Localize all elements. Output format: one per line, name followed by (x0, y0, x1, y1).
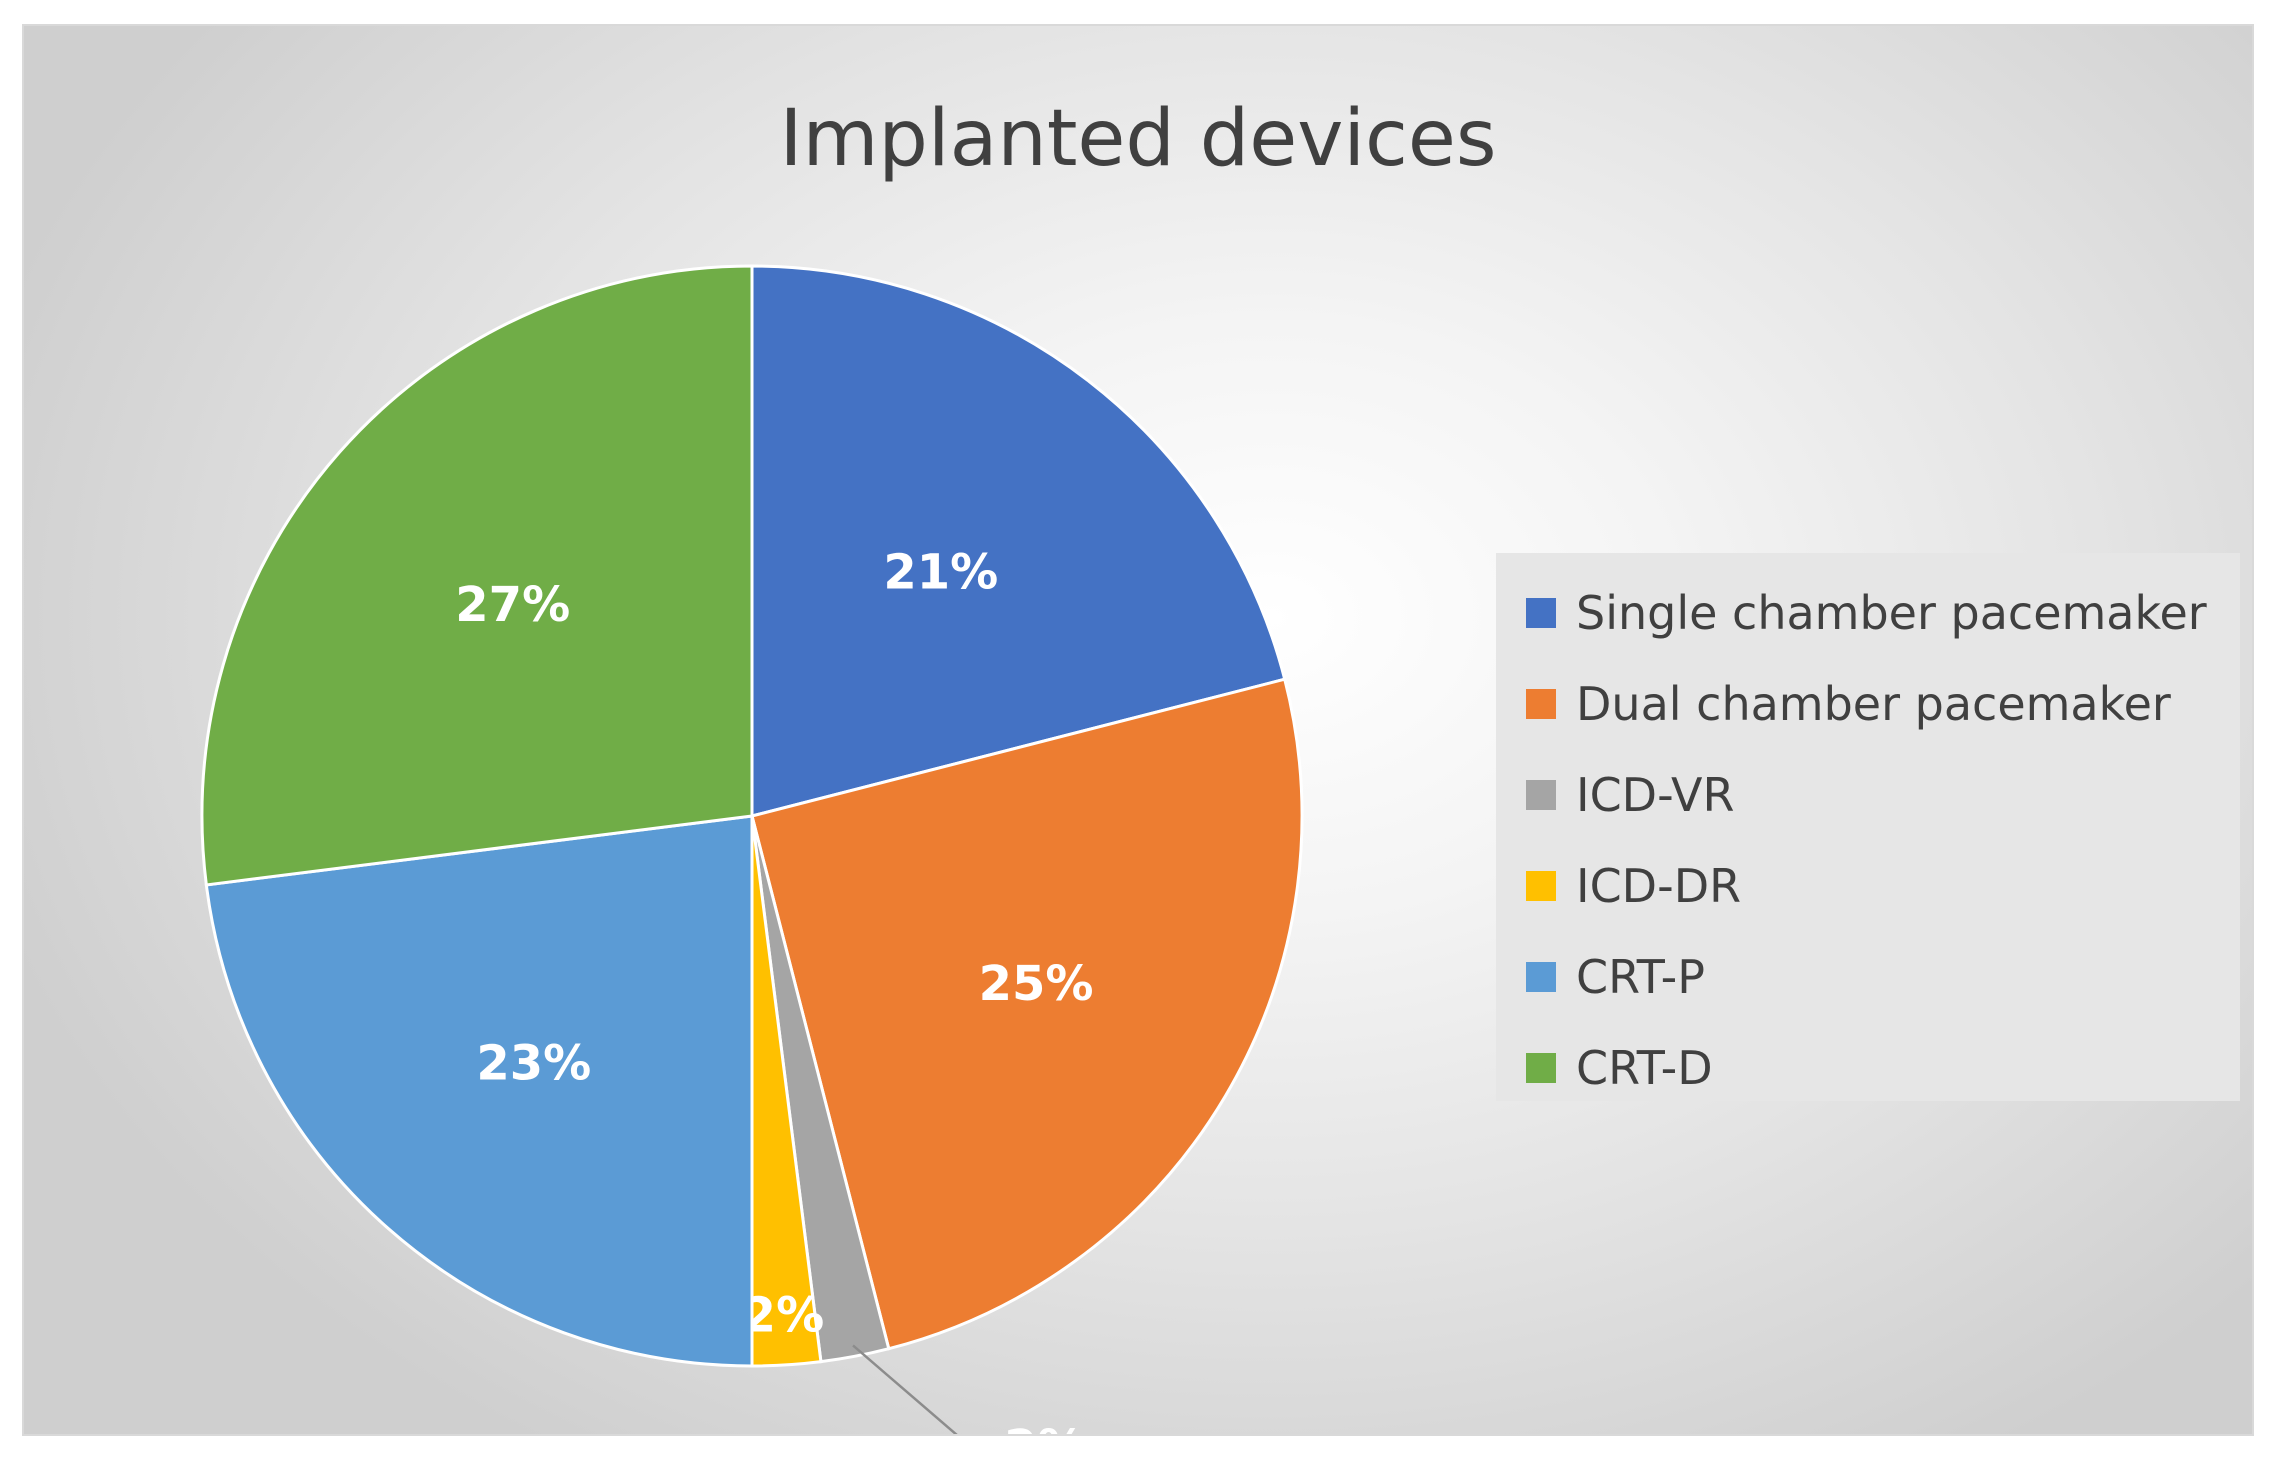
legend-item-dual-chamber-pacemaker: Dual chamber pacemaker (1526, 658, 2240, 749)
data-label-dual-chamber-pacemaker: 25% (979, 956, 1094, 1012)
legend: Single chamber pacemaker Dual chamber pac… (1496, 553, 2240, 1101)
legend-label-icd-vr: ICD-VR (1576, 767, 1735, 822)
legend-item-single-chamber-pacemaker: Single chamber pacemaker (1526, 567, 2240, 658)
legend-swatch-dual-chamber-pacemaker (1526, 688, 1556, 719)
legend-item-icd-vr: ICD-VR (1526, 749, 2240, 840)
data-label-icd-vr: 2% (1004, 1420, 1086, 1436)
chart-area: Implanted devices 21% 25% 2% 2% 23% 27% Singl… (22, 24, 2254, 1436)
data-label-crt-d: 27% (455, 577, 570, 633)
legend-label-crt-d: CRT-D (1576, 1040, 1713, 1095)
pie-slice-single-chamber-pacemaker (750, 264, 1287, 818)
pie-chart: 21% 25% 2% 2% 23% 27% (200, 264, 1304, 1436)
legend-label-single-chamber-pacemaker: Single chamber pacemaker (1576, 585, 2207, 640)
legend-swatch-crt-p (1526, 961, 1556, 992)
data-label-single-chamber-pacemaker: 21% (883, 545, 998, 601)
legend-swatch-icd-vr (1526, 779, 1556, 810)
legend-swatch-crt-d (1526, 1052, 1556, 1083)
legend-swatch-single-chamber-pacemaker (1526, 597, 1556, 628)
pie-slice-crt-d (200, 264, 754, 887)
data-label-crt-p: 23% (476, 1036, 591, 1092)
legend-item-crt-d: CRT-D (1526, 1022, 2240, 1113)
legend-item-icd-dr: ICD-DR (1526, 840, 2240, 931)
legend-label-icd-dr: ICD-DR (1576, 858, 1742, 913)
chart-title: Implanted devices (779, 94, 1497, 184)
pie-slice-crt-p (204, 814, 754, 1368)
data-label-icd-dr: 2% (743, 1288, 825, 1344)
legend-item-crt-p: CRT-P (1526, 931, 2240, 1022)
legend-label-crt-p: CRT-P (1576, 949, 1705, 1004)
legend-swatch-icd-dr (1526, 870, 1556, 901)
pie-slice-dual-chamber-pacemaker (750, 677, 1304, 1351)
leader-line-icd-vr (852, 1344, 958, 1434)
legend-label-dual-chamber-pacemaker: Dual chamber pacemaker (1576, 676, 2171, 731)
